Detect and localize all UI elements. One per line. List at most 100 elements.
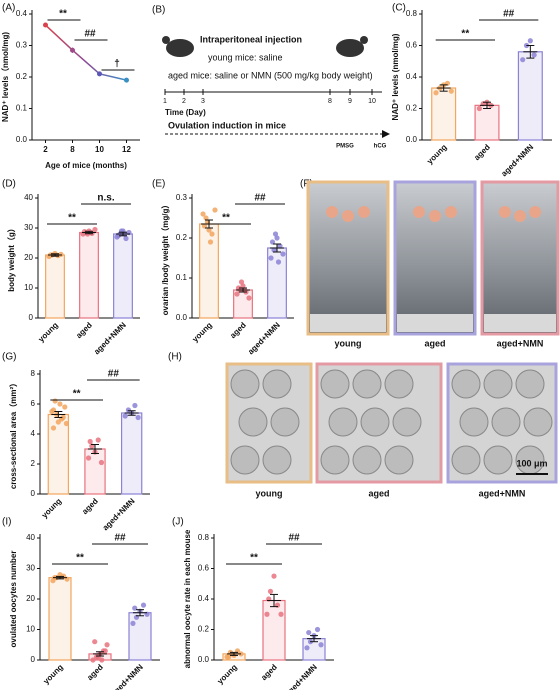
data-point [207,239,214,245]
data-point [531,52,537,58]
day-label: 3 [201,98,205,105]
photo-image [393,180,477,336]
data-point [278,611,284,617]
bar [45,254,65,319]
photo-image [306,180,390,336]
panel-label: (D) [2,179,16,190]
time-label: Time (Day) [165,108,206,117]
data-point [62,404,68,410]
significance-label: ** [68,213,76,224]
data-point [60,414,66,421]
data-point [99,657,105,663]
day-label: 1 [163,98,167,105]
diagram-text: PMSG [336,144,354,150]
oocyte-figure [483,369,513,399]
x-tick-label: young [425,142,448,165]
y-tick-label: 30 [24,223,33,232]
data-point [318,642,324,648]
ruler [310,314,386,332]
oocyte-figure [523,407,553,437]
y-tick-label: 0.0 [198,655,210,664]
photo-label: young [256,488,283,498]
x-tick-label: aged+NMN [101,496,137,532]
point [124,77,129,83]
ovary-figure [358,206,370,218]
data-point [269,239,276,245]
data-point [448,88,454,94]
day-label: 2 [182,98,186,105]
photo [315,362,443,484]
significance-label: n.s. [97,193,114,204]
line [44,24,127,81]
data-point [527,38,533,44]
data-point [92,639,98,645]
diagram-text: young mice: saline [208,52,283,62]
y-tick-label: 0.0 [16,135,28,144]
y-axis-title: cross-sectional area（mm²） [8,379,18,489]
y-tick-label: 40 [24,193,33,202]
photo-label: aged+NMN [479,488,526,498]
oocyte-figure [384,445,414,475]
y-axis-title: ovulated oocytes number [9,551,18,648]
panel-label: (A) [2,3,15,14]
oocyte-figure [328,407,358,437]
data-point [85,455,92,461]
photo [393,180,477,336]
data-point [433,90,439,96]
significance-label: ** [59,9,67,20]
bar [113,233,133,319]
y-tick-label: 20 [26,594,35,603]
x-tick-label: 12 [122,145,131,154]
mouse-icon [162,36,170,44]
arrow-head [382,130,390,138]
y-axis-title: ovarian /body weight（mg/g） [160,201,170,316]
data-point [206,227,212,233]
data-point [92,226,98,233]
diagram-text: Ovulation induction in mice [168,120,286,130]
x-tick-label: young [191,320,214,343]
photo [225,362,313,484]
data-point [238,651,244,657]
oocyte-figure [392,407,422,437]
x-tick-label: young [40,496,63,519]
photo-label: young [335,338,362,348]
bar [199,223,219,319]
data-point [268,255,274,261]
significance-label: ** [73,389,81,400]
y-tick-label: 0.2 [198,625,210,634]
x-tick-label: aged [85,662,105,682]
data-point [209,231,215,237]
data-point [130,620,136,627]
oocyte-figure [352,369,382,399]
ovary-figure [429,210,441,222]
ovary-figure [529,206,542,218]
oocyte-figure [459,407,489,437]
ovary-figure [498,206,511,218]
panel-label: (C) [392,3,406,14]
day-label: 8 [328,98,332,105]
data-point [57,401,63,407]
y-tick-label: 0.1 [16,104,28,113]
mouse-icon [166,39,194,57]
ovary-figure [445,206,457,218]
x-tick-label: young [37,320,60,343]
y-tick-label: 0 [31,489,36,498]
significance-label: ## [288,533,300,544]
bar [120,412,143,495]
y-tick-label: 10 [26,625,35,634]
oocyte-figure [262,445,292,475]
mouse-icon [336,39,364,57]
y-tick-label: 0.2 [16,72,28,81]
data-point [201,223,208,229]
significance-label: † [114,59,120,70]
x-tick-label: aged [259,662,279,682]
data-point [50,425,57,431]
data-point [476,105,482,112]
x-tick-label: aged [80,496,100,516]
x-tick-label: aged+NMN [246,320,282,356]
photo-label: aged [368,488,389,498]
significance-label: ## [114,533,126,544]
data-point [203,215,209,221]
data-point [98,459,105,466]
y-tick-label: 0.3 [16,41,28,50]
